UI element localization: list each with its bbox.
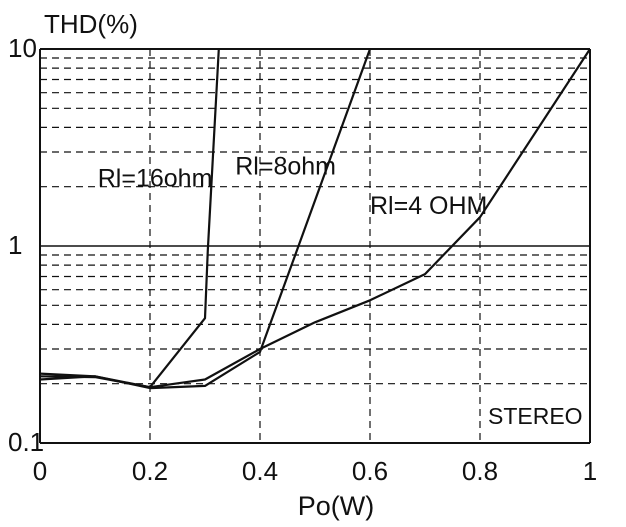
- x-tick-label: 0.6: [352, 456, 388, 486]
- series-label-0: Rl=16ohm: [98, 165, 213, 193]
- x-tick-label: 0.2: [132, 456, 168, 486]
- tick-labels: 0 0.2 0.4 0.6 0.8 1 0.1 1 10: [8, 33, 597, 486]
- series-labels: Rl=16ohm Rl=8ohm Rl=4 OHM: [98, 153, 488, 220]
- y-axis-title: THD(%): [44, 9, 138, 39]
- x-tick-label: 0.8: [462, 456, 498, 486]
- series-label-2: Rl=4 OHM: [370, 192, 487, 220]
- y-tick-label: 10: [8, 33, 37, 63]
- x-tick-label: 0: [33, 456, 47, 486]
- x-tick-label: 1: [583, 456, 597, 486]
- x-tick-label: 0.4: [242, 456, 278, 486]
- grid-lines: [40, 49, 590, 443]
- y-tick-label: 0.1: [8, 427, 44, 457]
- series-label-1: Rl=8ohm: [235, 153, 336, 181]
- series-line-2: [39, 48, 591, 389]
- y-tick-label: 1: [8, 230, 22, 260]
- x-axis-title: Po(W): [298, 491, 375, 521]
- stereo-annotation: STEREO: [488, 403, 583, 429]
- series-lines: [39, 48, 591, 390]
